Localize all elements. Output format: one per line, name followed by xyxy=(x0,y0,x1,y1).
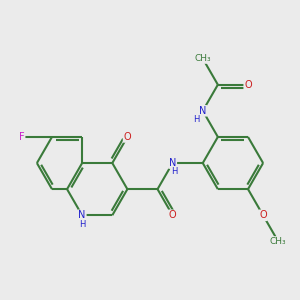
Text: CH₃: CH₃ xyxy=(194,54,211,63)
Text: H: H xyxy=(171,167,177,176)
Text: N: N xyxy=(79,210,86,220)
Text: O: O xyxy=(124,132,131,142)
Text: O: O xyxy=(244,80,252,90)
Text: N: N xyxy=(169,158,176,168)
Text: H: H xyxy=(79,220,85,229)
Text: H: H xyxy=(193,115,200,124)
Text: O: O xyxy=(169,210,176,220)
Text: O: O xyxy=(259,210,267,220)
Text: N: N xyxy=(199,106,206,116)
Text: F: F xyxy=(19,132,25,142)
Text: CH₃: CH₃ xyxy=(270,237,286,246)
